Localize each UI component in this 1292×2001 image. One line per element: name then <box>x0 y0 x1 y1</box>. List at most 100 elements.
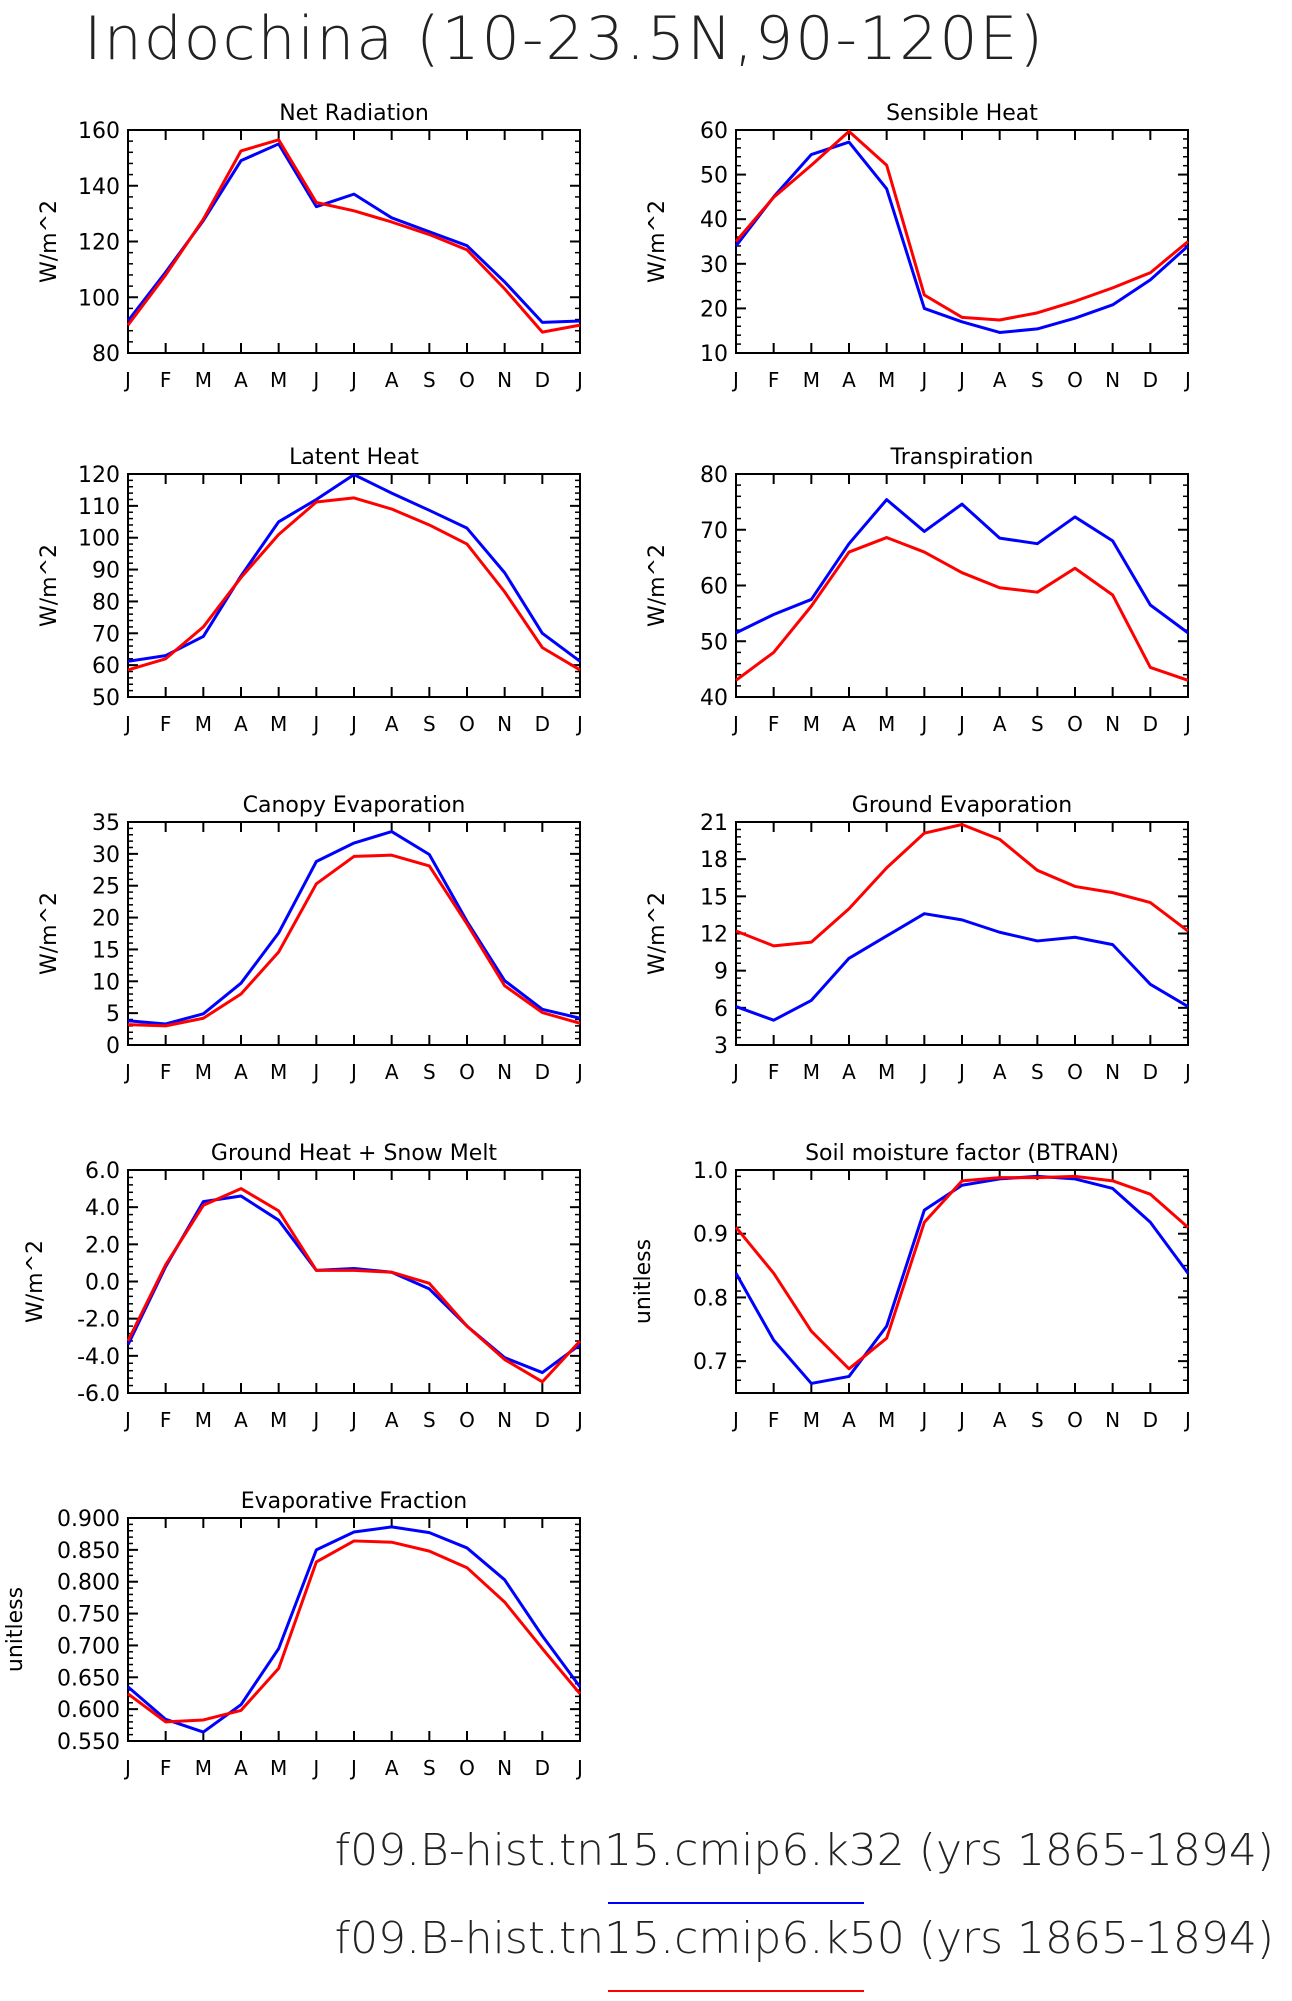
y-tick-label-transpiration-3: 70 <box>700 519 728 544</box>
series-line-ground-heat-snow-melt-k50 <box>126 1187 582 1384</box>
series-line-sensible-heat-k50 <box>734 129 1189 322</box>
y-tick-label-sensible-heat-0: 10 <box>700 342 728 367</box>
x-tick-label-ground-heat-snow-melt-4: M <box>270 1408 287 1432</box>
x-tick-label-latent-heat-4: M <box>270 712 287 736</box>
y-tick-label-evaporative-fraction-0: 0.550 <box>57 1730 120 1755</box>
y-tick-label-evaporative-fraction-3: 0.700 <box>57 1634 120 1659</box>
y-tick-label-canopy-evaporation-4: 20 <box>92 907 120 932</box>
y-tick-label-canopy-evaporation-0: 0 <box>106 1034 120 1059</box>
x-tick-label-ground-evaporation-8: S <box>1031 1060 1044 1084</box>
series-line-canopy-evaporation-k50 <box>127 853 581 1028</box>
y-tick-label-sensible-heat-3: 40 <box>700 208 728 233</box>
y-tick-label-canopy-evaporation-5: 25 <box>92 875 120 900</box>
x-tick-label-transpiration-9: O <box>1067 712 1083 736</box>
x-tick-label-evaporative-fraction-10: N <box>497 1756 512 1780</box>
series-line-net-radiation-k50 <box>126 138 581 334</box>
y-tick-label-ground-evaporation-6: 21 <box>700 811 728 836</box>
x-tick-label-canopy-evaporation-8: S <box>423 1060 436 1084</box>
x-tick-label-soil-moisture-factor-btran-2: M <box>803 1408 820 1432</box>
y-tick-label-canopy-evaporation-1: 5 <box>106 1002 120 1027</box>
x-tick-label-net-radiation-4: M <box>270 368 287 392</box>
x-tick-label-soil-moisture-factor-btran-10: N <box>1105 1408 1120 1432</box>
panel-title-ground-heat-snow-melt: Ground Heat + Snow Melt <box>211 1141 498 1166</box>
x-tick-label-ground-heat-snow-melt-11: D <box>535 1408 550 1432</box>
y-tick-label-net-radiation-1: 100 <box>78 286 120 311</box>
x-tick-label-canopy-evaporation-11: D <box>535 1060 550 1084</box>
x-tick-label-ground-evaporation-10: N <box>1105 1060 1120 1084</box>
y-tick-label-latent-heat-4: 90 <box>92 559 120 584</box>
x-tick-label-latent-heat-1: F <box>160 712 172 736</box>
x-tick-label-evaporative-fraction-1: F <box>160 1756 172 1780</box>
x-tick-label-latent-heat-12: J <box>575 712 583 736</box>
page-title: Indochina (10-23.5N,90-120E) <box>84 4 1045 74</box>
x-tick-label-evaporative-fraction-12: J <box>575 1756 583 1780</box>
y-axis-label-ground-heat-snow-melt: W/m^2 <box>23 1240 48 1323</box>
x-tick-label-canopy-evaporation-1: F <box>160 1060 172 1084</box>
panel-ground-heat-snow-melt: Ground Heat + Snow Melt W/m^2 -6.0 -4.0 -2.0… <box>23 1141 583 1432</box>
y-tick-label-soil-moisture-factor-btran-3: 1.0 <box>693 1159 728 1184</box>
legend-entry-k50-years: (yrs 1865-1894) <box>918 1913 1274 1964</box>
plot-frame-soil-moisture-factor-btran <box>735 1169 1189 1394</box>
x-tick-label-net-radiation-1: F <box>160 368 172 392</box>
x-tick-label-soil-moisture-factor-btran-6: J <box>957 1408 965 1432</box>
x-tick-label-latent-heat-10: N <box>497 712 512 736</box>
x-tick-label-transpiration-12: J <box>1183 712 1191 736</box>
series-line-transpiration-k50 <box>735 536 1189 682</box>
x-tick-label-net-radiation-10: N <box>497 368 512 392</box>
x-tick-label-sensible-heat-6: J <box>957 368 965 392</box>
y-tick-label-ground-evaporation-5: 18 <box>700 848 728 873</box>
x-tick-label-transpiration-0: J <box>731 712 739 736</box>
x-tick-label-net-radiation-7: A <box>385 368 399 392</box>
x-tick-label-soil-moisture-factor-btran-1: F <box>768 1408 780 1432</box>
x-tick-label-evaporative-fraction-5: J <box>311 1756 319 1780</box>
panel-title-transpiration: Transpiration <box>890 445 1034 470</box>
x-tick-label-ground-evaporation-1: F <box>768 1060 780 1084</box>
x-tick-label-ground-evaporation-12: J <box>1183 1060 1191 1084</box>
x-tick-label-evaporative-fraction-8: S <box>423 1756 436 1780</box>
x-tick-label-sensible-heat-7: A <box>993 368 1007 392</box>
series-line-ground-evaporation-k50 <box>735 822 1189 948</box>
x-tick-label-canopy-evaporation-10: N <box>497 1060 512 1084</box>
x-tick-label-ground-heat-snow-melt-6: J <box>349 1408 357 1432</box>
x-tick-label-latent-heat-3: A <box>234 712 248 736</box>
y-tick-label-ground-heat-snow-melt-4: 2.0 <box>85 1233 120 1258</box>
panel-title-net-radiation: Net Radiation <box>279 101 429 126</box>
y-tick-label-ground-heat-snow-melt-5: 4.0 <box>85 1196 120 1221</box>
x-tick-label-ground-heat-snow-melt-2: M <box>195 1408 212 1432</box>
y-tick-label-latent-heat-6: 110 <box>78 495 120 520</box>
x-tick-label-latent-heat-6: J <box>349 712 357 736</box>
series-line-soil-moisture-factor-btran-k32 <box>734 1174 1190 1385</box>
x-tick-label-transpiration-4: M <box>878 712 895 736</box>
legend-line-k32 <box>608 1902 864 1904</box>
y-tick-label-canopy-evaporation-2: 10 <box>92 970 120 995</box>
series-line-canopy-evaporation-k32 <box>127 830 581 1026</box>
x-tick-label-soil-moisture-factor-btran-11: D <box>1143 1408 1158 1432</box>
x-tick-label-sensible-heat-12: J <box>1183 368 1191 392</box>
x-tick-label-ground-evaporation-2: M <box>803 1060 820 1084</box>
x-tick-label-net-radiation-12: J <box>575 368 583 392</box>
y-tick-label-sensible-heat-2: 30 <box>700 253 728 278</box>
x-tick-label-net-radiation-0: J <box>123 368 131 392</box>
x-tick-label-canopy-evaporation-0: J <box>123 1060 131 1084</box>
x-tick-label-ground-evaporation-0: J <box>731 1060 739 1084</box>
y-tick-label-net-radiation-4: 160 <box>78 119 120 144</box>
y-tick-label-evaporative-fraction-7: 0.900 <box>57 1507 120 1532</box>
y-axis-label-evaporative-fraction: unitless <box>3 1587 28 1672</box>
x-tick-label-canopy-evaporation-12: J <box>575 1060 583 1084</box>
x-tick-label-sensible-heat-0: J <box>731 368 739 392</box>
x-tick-label-transpiration-8: S <box>1031 712 1044 736</box>
panel-title-evaporative-fraction: Evaporative Fraction <box>241 1489 467 1514</box>
y-tick-label-sensible-heat-5: 60 <box>700 119 728 144</box>
x-tick-label-soil-moisture-factor-btran-5: J <box>919 1408 927 1432</box>
y-axis-label-soil-moisture-factor-btran: unitless <box>631 1239 656 1324</box>
x-tick-label-sensible-heat-10: N <box>1105 368 1120 392</box>
x-tick-label-evaporative-fraction-9: O <box>459 1756 475 1780</box>
y-tick-label-transpiration-0: 40 <box>700 686 728 711</box>
x-tick-label-sensible-heat-8: S <box>1031 368 1044 392</box>
